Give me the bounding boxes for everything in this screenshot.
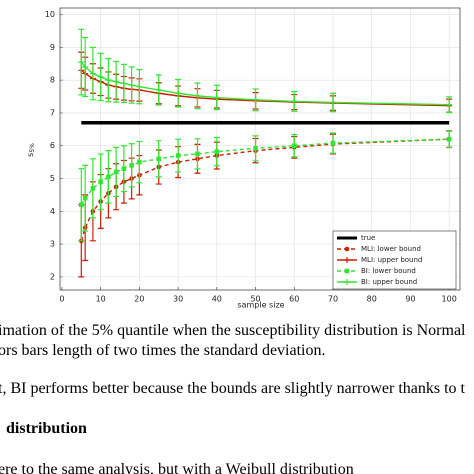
marker: [446, 101, 453, 108]
x-axis-label: sample size: [237, 301, 284, 310]
legend-marker: [344, 279, 350, 285]
marker: [90, 186, 96, 191]
legend-label: MLI: lower bound: [361, 245, 421, 253]
marker: [213, 94, 220, 101]
y-tick-label: 4: [50, 207, 55, 216]
marker: [128, 82, 135, 89]
legend-marker: [344, 268, 350, 274]
marker: [82, 195, 88, 201]
legend-label: BI: lower bound: [361, 267, 416, 275]
marker: [252, 96, 259, 103]
marker: [156, 156, 162, 162]
marker: [113, 78, 120, 85]
axes-frame: [59, 7, 461, 291]
legend: true MLI: lower bound MLI: upper bound BI: …: [332, 230, 457, 290]
y-tick-label: 3: [50, 240, 55, 249]
marker: [195, 151, 200, 157]
x-tick-label: 100: [442, 295, 457, 304]
y-tick-label: 10: [45, 10, 55, 19]
marker: [175, 90, 182, 97]
y-tick-label: 8: [50, 76, 55, 85]
marker: [97, 73, 104, 80]
caption-line: imation of the 5% quantile when the susc…: [0, 322, 466, 339]
marker: [82, 64, 89, 71]
marker: [129, 163, 134, 168]
marker: [105, 77, 112, 84]
marker: [120, 80, 127, 87]
marker: [137, 159, 142, 165]
x-tick-label: 50: [250, 295, 260, 304]
marker: [291, 143, 297, 149]
y-tick-label: 2: [50, 272, 55, 281]
marker: [106, 174, 111, 180]
y-tick-label: 5: [50, 174, 55, 183]
legend-marker: [344, 257, 350, 263]
marker: [330, 140, 336, 146]
marker: [155, 86, 162, 93]
section-heading: distribution: [6, 420, 87, 437]
marker: [446, 136, 452, 142]
marker: [329, 99, 336, 106]
paragraph: ere to the same analysis, but with a Wei…: [0, 461, 354, 474]
caption-line: ors bars length of two times the standar…: [0, 342, 325, 359]
x-tick-label: 0: [59, 295, 64, 304]
y-tick-label: 7: [50, 108, 55, 117]
x-tick-label: 40: [212, 295, 222, 304]
marker: [121, 166, 127, 171]
x-tick-label: 90: [405, 295, 415, 304]
x-tick-label: 80: [367, 295, 377, 304]
legend-label: BI: upper bound: [361, 278, 417, 286]
legend-marker: [344, 246, 350, 252]
y-tick-label: 9: [50, 43, 55, 52]
x-tick-label: 20: [134, 295, 144, 304]
marker: [194, 92, 201, 99]
legend-label: MLI: upper bound: [361, 256, 422, 264]
y-axis-label: s5%: [26, 143, 36, 157]
y-label-sub: 5%: [29, 143, 36, 153]
x-tick-label: 10: [96, 295, 106, 304]
paragraph: t, BI performs better because the bounds…: [0, 380, 466, 397]
marker: [175, 153, 181, 158]
y-tick-label: 6: [50, 141, 55, 150]
marker: [291, 98, 298, 105]
marker: [78, 59, 85, 66]
marker: [98, 179, 103, 185]
legend-label: true: [361, 234, 375, 242]
x-tick-label: 30: [173, 295, 183, 304]
marker: [89, 70, 96, 77]
x-tick-label: 60: [289, 295, 299, 304]
marker: [113, 169, 119, 175]
marker: [214, 149, 220, 154]
marker: [78, 202, 84, 208]
x-tick-label: 70: [328, 295, 338, 304]
marker: [253, 146, 258, 151]
y-label-base: s: [26, 153, 35, 157]
marker: [136, 83, 143, 90]
